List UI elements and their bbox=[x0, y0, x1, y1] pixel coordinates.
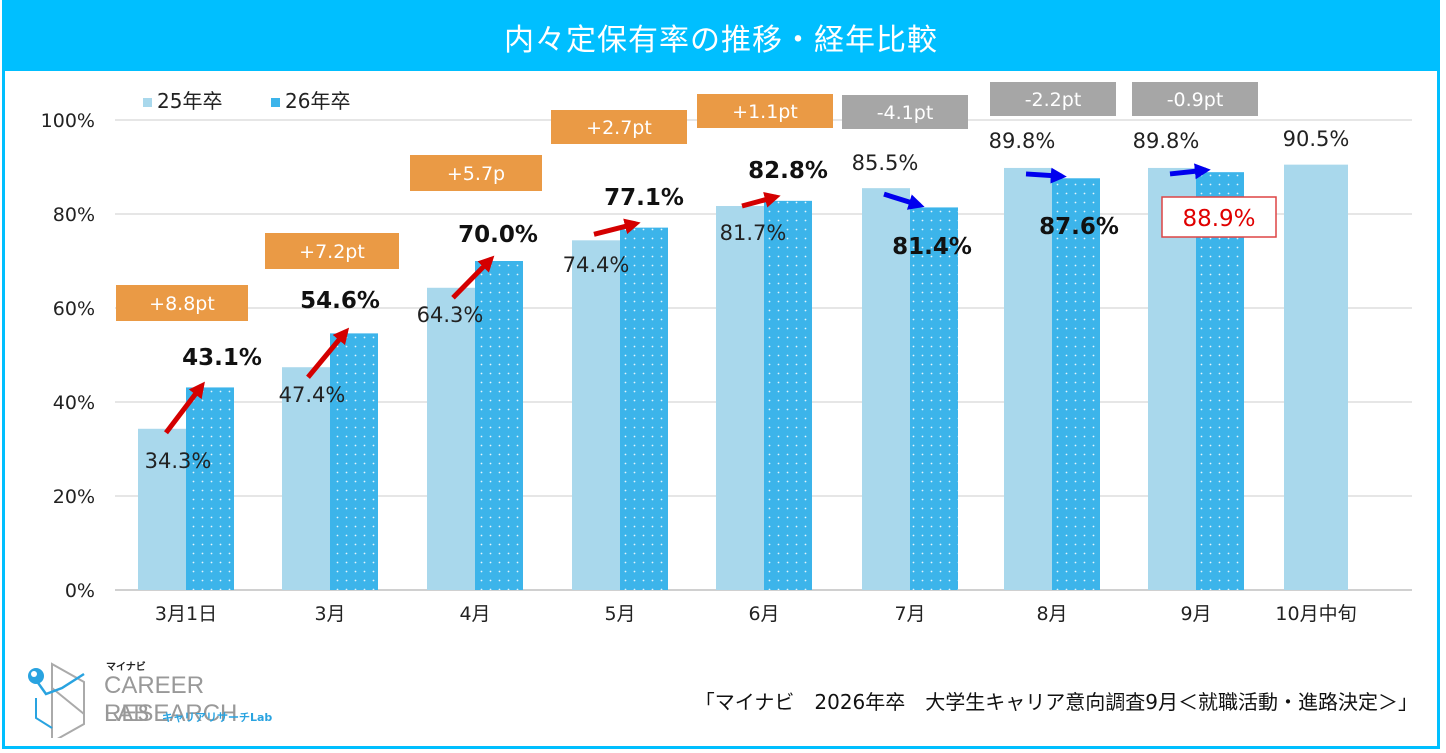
value-label-26: 43.1% bbox=[182, 345, 262, 371]
logo-icon bbox=[28, 662, 85, 738]
bar-26 bbox=[1052, 178, 1100, 590]
difference-badge bbox=[551, 110, 687, 144]
legend-swatch-25 bbox=[143, 98, 152, 107]
x-tick-label: 8月 bbox=[1036, 603, 1067, 625]
y-tick-label: 80% bbox=[53, 204, 95, 226]
difference-label: -4.1pt bbox=[877, 102, 934, 124]
y-tick-label: 60% bbox=[53, 298, 95, 320]
y-tick-label: 20% bbox=[53, 486, 95, 508]
difference-label: +5.7p bbox=[447, 163, 505, 185]
x-tick-label: 4月 bbox=[459, 603, 490, 625]
career-research-lab-logo: マイナビ CAREER RESEARCH LAB キャリアリサーチLab bbox=[22, 658, 342, 738]
bar-25 bbox=[716, 206, 764, 590]
bar-26 bbox=[764, 200, 812, 590]
value-label-25: 74.4% bbox=[563, 253, 630, 277]
value-label-26: 81.4% bbox=[892, 234, 972, 260]
legend: 25年卒 26年卒 bbox=[143, 89, 350, 113]
x-tick-label: 9月 bbox=[1180, 603, 1211, 625]
bar-25 bbox=[572, 240, 620, 590]
bar-25 bbox=[1284, 164, 1348, 590]
value-label-26: 54.6% bbox=[300, 288, 380, 314]
difference-label: -0.9pt bbox=[1167, 89, 1224, 111]
x-tick-label: 5月 bbox=[604, 603, 635, 625]
y-tick-label: 100% bbox=[41, 110, 95, 132]
difference-label: +7.2pt bbox=[299, 241, 365, 263]
chart-title: 内々定保有率の推移・経年比較 bbox=[5, 3, 1437, 71]
legend-label-25: 25年卒 bbox=[157, 89, 222, 113]
down-arrow bbox=[1169, 163, 1211, 180]
value-label-25: 85.5% bbox=[852, 151, 919, 175]
down-arrow bbox=[883, 191, 925, 210]
value-label-25: 64.3% bbox=[417, 303, 484, 327]
logo-line1: CAREER RESEARCH bbox=[104, 672, 238, 727]
difference-badge bbox=[842, 95, 968, 129]
value-label-25: 90.5% bbox=[1283, 127, 1350, 151]
up-arrow bbox=[451, 255, 495, 300]
legend-label-26: 26年卒 bbox=[285, 89, 350, 113]
y-tick-label: 0% bbox=[65, 580, 95, 602]
difference-label: +8.8pt bbox=[149, 293, 215, 315]
bar-26 bbox=[475, 261, 523, 590]
x-tick-label: 10月中旬 bbox=[1275, 603, 1356, 625]
value-label-25: 89.8% bbox=[1133, 129, 1200, 153]
value-label-25: 89.8% bbox=[989, 129, 1056, 153]
x-tick-label: 3月 bbox=[314, 603, 345, 625]
up-arrow bbox=[593, 218, 641, 237]
difference-badge bbox=[116, 285, 248, 321]
bars bbox=[138, 164, 1348, 591]
data-labels: 34.3% 47.4% 64.3% 74.4% 81.7% 85.5% 89.8% 89.8%… bbox=[145, 127, 1350, 473]
value-label-26-highlight: 88.9% bbox=[1182, 206, 1255, 232]
difference-badge bbox=[410, 155, 542, 191]
bar-26 bbox=[330, 333, 378, 590]
bar-26 bbox=[186, 387, 234, 590]
logo-japanese: キャリアリサーチLab bbox=[162, 711, 273, 724]
up-arrow bbox=[164, 381, 205, 435]
down-arrow bbox=[1025, 167, 1067, 184]
difference-badge bbox=[697, 94, 833, 128]
bar-26 bbox=[620, 227, 668, 590]
difference-label: +1.1pt bbox=[732, 101, 798, 123]
x-tick-label: 6月 bbox=[748, 603, 779, 625]
value-label-26: 82.8% bbox=[748, 158, 828, 184]
x-axis: 3月1日 3月 4月 5月 6月 7月 8月 9月 10月中旬 bbox=[155, 603, 1357, 625]
difference-label: -2.2pt bbox=[1025, 89, 1082, 111]
x-tick-label: 7月 bbox=[894, 603, 925, 625]
value-label-25: 81.7% bbox=[720, 221, 787, 245]
source-citation: 「マイナビ 2026年卒 大学生キャリア意向調査9月＜就職活動・進路決定＞」 bbox=[694, 690, 1418, 714]
highlight-box bbox=[1161, 196, 1277, 238]
logo-line2: LAB bbox=[104, 700, 150, 727]
bar-25 bbox=[1004, 167, 1052, 590]
difference-label: +2.7pt bbox=[586, 117, 652, 139]
value-label-25: 47.4% bbox=[279, 383, 346, 407]
logo-brand-small: マイナビ bbox=[106, 662, 146, 673]
up-arrow bbox=[741, 192, 781, 209]
difference-badge bbox=[990, 82, 1116, 116]
x-tick-label: 3月1日 bbox=[155, 603, 217, 625]
y-axis: 0% 20% 40% 60% 80% 100% bbox=[41, 110, 95, 602]
arrows bbox=[164, 163, 1211, 435]
difference-badges: +8.8pt +7.2pt +5.7p +2.7pt +1.1pt -4.1pt -2.2p… bbox=[116, 82, 1258, 321]
bar-25 bbox=[1148, 167, 1196, 590]
y-tick-label: 40% bbox=[53, 392, 95, 414]
value-label-26: 87.6% bbox=[1039, 214, 1119, 240]
up-arrow bbox=[306, 327, 350, 379]
legend-swatch-26 bbox=[271, 98, 280, 107]
value-label-25: 34.3% bbox=[145, 449, 212, 473]
value-label-26: 70.0% bbox=[458, 222, 538, 248]
bar-26 bbox=[910, 207, 958, 591]
bar-25 bbox=[138, 428, 186, 590]
bar-25 bbox=[282, 367, 330, 590]
bar-25 bbox=[427, 287, 475, 590]
difference-badge bbox=[1132, 82, 1258, 116]
value-label-26: 77.1% bbox=[604, 185, 684, 211]
bar-25 bbox=[862, 188, 910, 590]
difference-badge bbox=[265, 233, 399, 269]
bar-26 bbox=[1196, 172, 1244, 591]
